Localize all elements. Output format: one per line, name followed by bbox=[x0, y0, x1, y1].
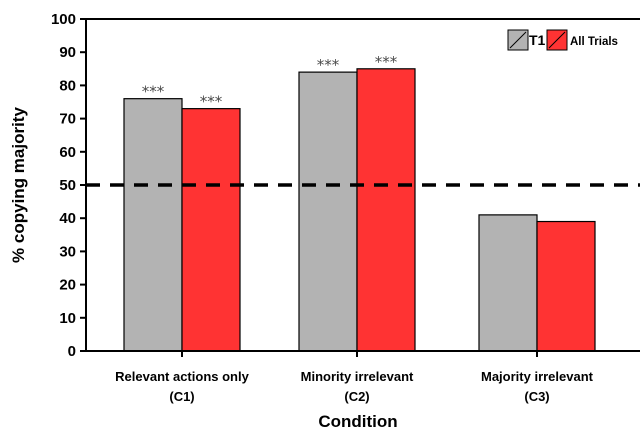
y-tick-label: 80 bbox=[59, 77, 76, 94]
bar bbox=[298, 71, 358, 352]
x-category-label: Majority irrelevant bbox=[481, 369, 594, 384]
legend: T1 All Trials bbox=[507, 29, 618, 51]
x-category-sublabel: (C1) bbox=[169, 389, 194, 404]
x-category-label: Relevant actions only bbox=[115, 369, 249, 384]
legend-swatch-slash bbox=[548, 31, 566, 49]
significance-label: *** bbox=[317, 56, 340, 74]
y-tick-label: 100 bbox=[51, 11, 76, 28]
y-tick-label: 30 bbox=[59, 243, 76, 260]
significance-label: *** bbox=[200, 93, 223, 111]
y-tick-label: 70 bbox=[59, 111, 76, 128]
legend-label: T1 bbox=[529, 32, 546, 48]
x-category-sublabel: (C3) bbox=[524, 389, 549, 404]
y-tick-label: 50 bbox=[59, 177, 76, 194]
significance-label: *** bbox=[142, 83, 165, 101]
x-category-sublabel: (C2) bbox=[344, 389, 369, 404]
y-tick-label: 90 bbox=[59, 44, 76, 61]
bars bbox=[86, 68, 640, 352]
significance-label: *** bbox=[375, 53, 398, 71]
y-tick-label: 40 bbox=[59, 210, 76, 227]
x-category-label: Minority irrelevant bbox=[301, 369, 414, 384]
significance-labels: *** *** *** *** bbox=[142, 53, 398, 111]
bar bbox=[123, 98, 183, 352]
bar bbox=[181, 108, 241, 352]
y-tick-label: 20 bbox=[59, 277, 76, 294]
bar bbox=[356, 68, 416, 352]
y-axis: 0 10 20 30 40 50 60 70 80 90 100 bbox=[51, 11, 640, 360]
bar bbox=[536, 220, 596, 352]
bar bbox=[478, 214, 538, 352]
x-axis-title: Condition bbox=[318, 412, 397, 430]
y-tick-label: 10 bbox=[59, 310, 76, 327]
y-tick-label: 0 bbox=[68, 343, 76, 360]
y-tick-label: 60 bbox=[59, 144, 76, 161]
y-axis-title: % copying majority bbox=[9, 107, 28, 263]
legend-label: All Trials bbox=[570, 36, 618, 48]
x-axis: Relevant actions only (C1) Minority irrele… bbox=[86, 350, 640, 404]
legend-swatch-slash bbox=[509, 31, 527, 49]
